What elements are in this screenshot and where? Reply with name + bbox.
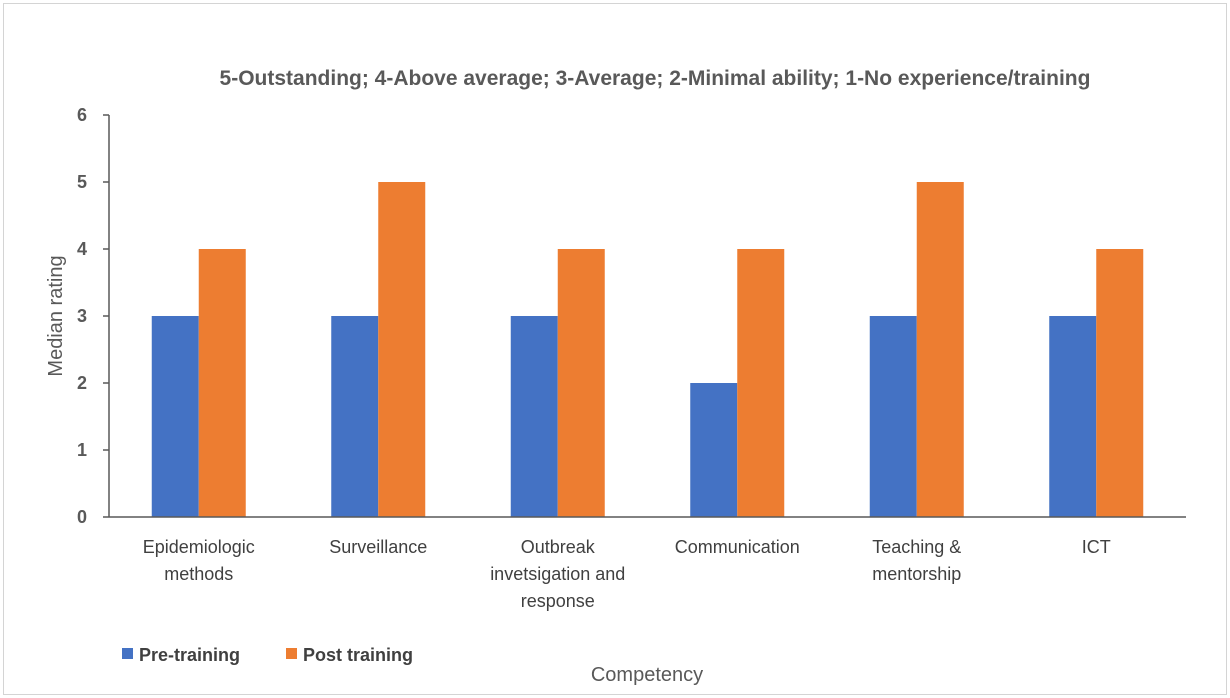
y-tick-label: 6 bbox=[77, 105, 87, 125]
x-tick-label: Teaching & mentorship bbox=[872, 537, 961, 584]
bar-post-training bbox=[916, 182, 964, 517]
legend: Pre-training Post training bbox=[122, 645, 413, 665]
bar-pre-training bbox=[331, 316, 379, 517]
legend-swatch bbox=[122, 648, 133, 659]
bar-pre-training bbox=[510, 316, 558, 517]
y-tick-label: 1 bbox=[77, 440, 87, 460]
legend-label: Post training bbox=[303, 645, 413, 665]
x-tick-label: Epidemiologic methods bbox=[143, 537, 255, 584]
y-tick-label: 2 bbox=[77, 373, 87, 393]
legend-item: Pre-training bbox=[122, 645, 240, 665]
bar-post-training bbox=[557, 249, 605, 517]
legend-item: Post training bbox=[286, 645, 413, 665]
bar-pre-training bbox=[1049, 316, 1097, 517]
bar-post-training bbox=[1096, 249, 1144, 517]
legend-swatch bbox=[286, 648, 297, 659]
bar-post-training bbox=[737, 249, 785, 517]
legend-label: Pre-training bbox=[139, 645, 240, 665]
x-tick-label: ICT bbox=[1082, 537, 1111, 557]
y-axis: 0 1 2 3 4 5 6 bbox=[77, 105, 110, 527]
x-tick-label: Communication bbox=[675, 537, 800, 557]
x-tick-label: Surveillance bbox=[329, 537, 427, 557]
y-tick-label: 4 bbox=[77, 239, 87, 259]
y-tick-label: 5 bbox=[77, 172, 87, 192]
x-axis: Epidemiologic methods Surveillance Outbreak… bbox=[109, 516, 1186, 611]
y-axis-title: Median rating bbox=[45, 255, 67, 376]
bar-post-training bbox=[378, 182, 426, 517]
chart-title: 5-Outstanding; 4-Above average; 3-Averag… bbox=[220, 67, 1091, 90]
bar-pre-training bbox=[151, 316, 199, 517]
x-tick-label: Outbreak invetsigation and response bbox=[490, 537, 625, 611]
bar-post-training bbox=[198, 249, 246, 517]
y-tick-label: 0 bbox=[77, 507, 87, 527]
x-axis-title: Competency bbox=[591, 664, 703, 686]
bar-pre-training bbox=[869, 316, 917, 517]
y-tick-label: 3 bbox=[77, 306, 87, 326]
bars bbox=[151, 182, 1144, 517]
bar-pre-training bbox=[690, 383, 738, 517]
